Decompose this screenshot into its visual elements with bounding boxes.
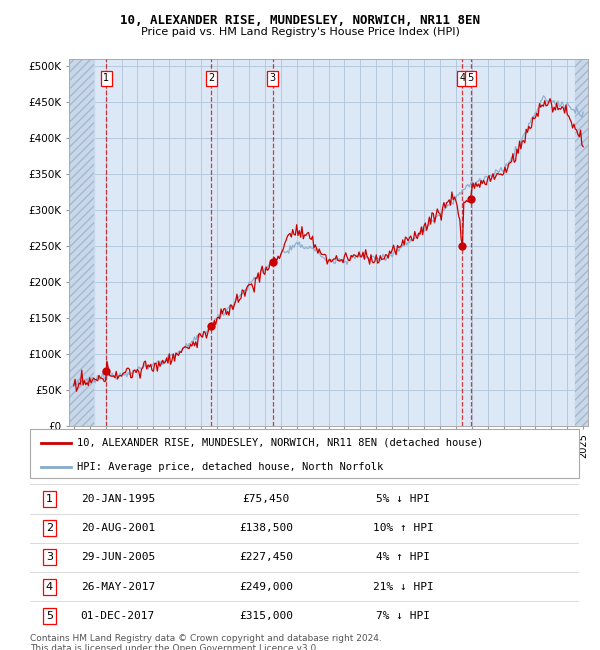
Text: 3: 3: [46, 552, 53, 562]
Text: £75,450: £75,450: [242, 494, 290, 504]
Text: 4% ↑ HPI: 4% ↑ HPI: [376, 552, 430, 562]
Text: 5: 5: [46, 611, 53, 621]
Text: 3: 3: [269, 73, 275, 83]
Text: 26-MAY-2017: 26-MAY-2017: [81, 582, 155, 592]
Text: 21% ↓ HPI: 21% ↓ HPI: [373, 582, 434, 592]
Text: £249,000: £249,000: [239, 582, 293, 592]
Text: 1: 1: [46, 494, 53, 504]
Text: 01-DEC-2017: 01-DEC-2017: [81, 611, 155, 621]
Text: £227,450: £227,450: [239, 552, 293, 562]
Text: 10% ↑ HPI: 10% ↑ HPI: [373, 523, 434, 533]
Bar: [69, 58, 94, 426]
Text: 1: 1: [103, 73, 109, 83]
Text: Contains HM Land Registry data © Crown copyright and database right 2024.
This d: Contains HM Land Registry data © Crown c…: [30, 634, 382, 650]
FancyBboxPatch shape: [30, 429, 579, 478]
Text: 2: 2: [46, 523, 53, 533]
Text: 20-JAN-1995: 20-JAN-1995: [81, 494, 155, 504]
Bar: [575, 58, 588, 426]
Bar: [69, 58, 94, 426]
Text: 5: 5: [467, 73, 473, 83]
Text: 4: 4: [46, 582, 53, 592]
Text: 10, ALEXANDER RISE, MUNDESLEY, NORWICH, NR11 8EN (detached house): 10, ALEXANDER RISE, MUNDESLEY, NORWICH, …: [77, 437, 483, 448]
Text: 7% ↓ HPI: 7% ↓ HPI: [376, 611, 430, 621]
Text: 2: 2: [208, 73, 214, 83]
Text: £138,500: £138,500: [239, 523, 293, 533]
Text: 20-AUG-2001: 20-AUG-2001: [81, 523, 155, 533]
Text: Price paid vs. HM Land Registry's House Price Index (HPI): Price paid vs. HM Land Registry's House …: [140, 27, 460, 37]
Text: HPI: Average price, detached house, North Norfolk: HPI: Average price, detached house, Nort…: [77, 462, 383, 472]
Text: 5% ↓ HPI: 5% ↓ HPI: [376, 494, 430, 504]
Text: £315,000: £315,000: [239, 611, 293, 621]
Bar: [575, 58, 588, 426]
Text: 10, ALEXANDER RISE, MUNDESLEY, NORWICH, NR11 8EN: 10, ALEXANDER RISE, MUNDESLEY, NORWICH, …: [120, 14, 480, 27]
Text: 29-JUN-2005: 29-JUN-2005: [81, 552, 155, 562]
Text: 4: 4: [459, 73, 465, 83]
